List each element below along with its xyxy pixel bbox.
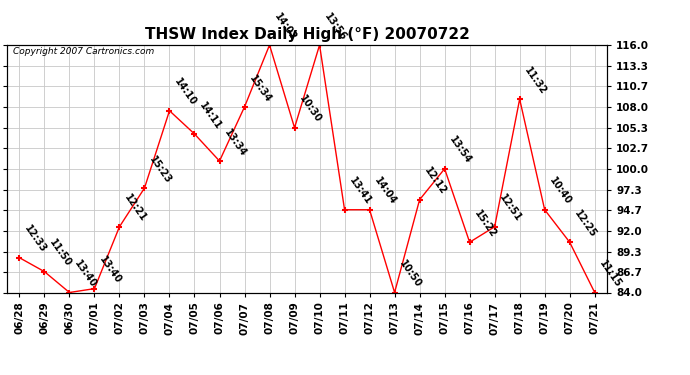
- Text: 12:21: 12:21: [122, 193, 148, 224]
- Text: 14:04: 14:04: [373, 176, 398, 207]
- Text: 12:25: 12:25: [573, 209, 598, 240]
- Title: THSW Index Daily High (°F) 20070722: THSW Index Daily High (°F) 20070722: [145, 27, 469, 42]
- Text: 12:12: 12:12: [422, 166, 448, 197]
- Text: 15:22: 15:22: [473, 209, 498, 240]
- Text: 12:51: 12:51: [497, 193, 524, 224]
- Text: 12:33: 12:33: [22, 224, 48, 255]
- Text: 13:40: 13:40: [72, 259, 98, 290]
- Text: 14:10: 14:10: [172, 77, 198, 108]
- Text: 10:50: 10:50: [397, 259, 424, 290]
- Text: 11:50: 11:50: [47, 238, 73, 269]
- Text: 14:11: 14:11: [197, 100, 224, 131]
- Text: 11:32: 11:32: [522, 65, 549, 96]
- Text: 13:41: 13:41: [347, 176, 373, 207]
- Text: Copyright 2007 Cartronics.com: Copyright 2007 Cartronics.com: [13, 48, 154, 57]
- Text: 13:34: 13:34: [222, 127, 248, 158]
- Text: 10:30: 10:30: [297, 94, 324, 125]
- Text: 11:15: 11:15: [598, 259, 624, 290]
- Text: 13:56: 13:56: [322, 11, 348, 42]
- Text: 13:40: 13:40: [97, 255, 124, 286]
- Text: 15:23: 15:23: [147, 154, 173, 185]
- Text: 10:40: 10:40: [547, 176, 573, 207]
- Text: 14:02: 14:02: [273, 11, 298, 42]
- Text: 15:34: 15:34: [247, 73, 273, 104]
- Text: 13:54: 13:54: [447, 135, 473, 166]
